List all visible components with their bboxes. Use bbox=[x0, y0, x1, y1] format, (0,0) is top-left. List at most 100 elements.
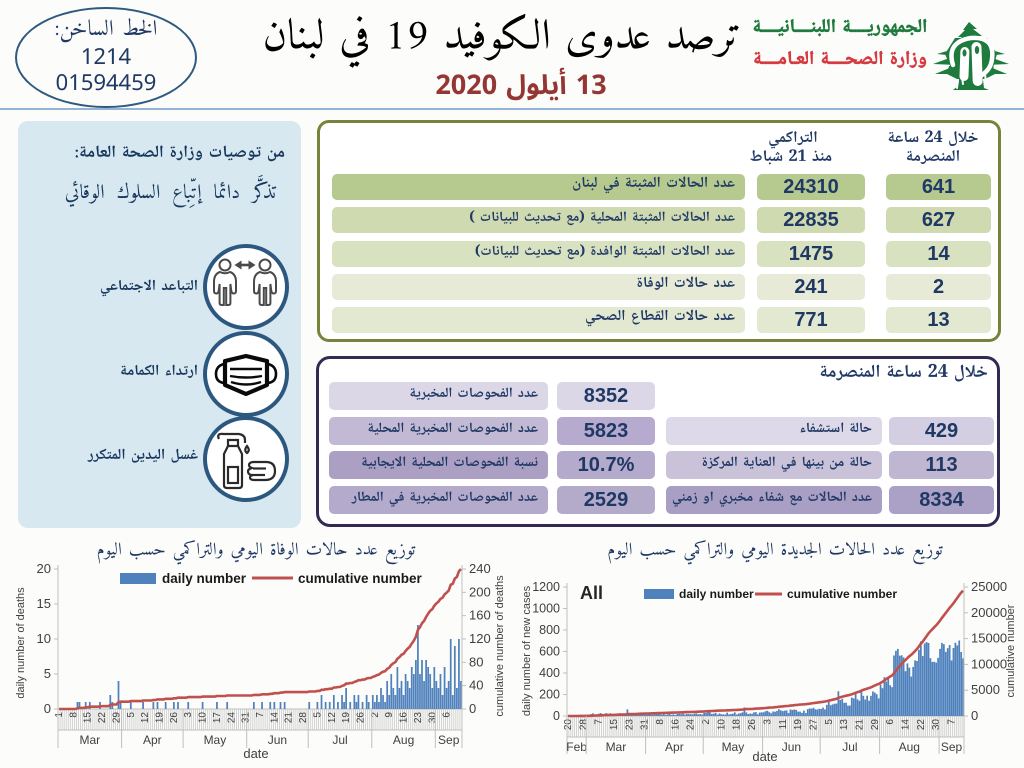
svg-text:1200: 1200 bbox=[532, 580, 560, 594]
svg-text:800: 800 bbox=[539, 623, 560, 637]
svg-text:80: 80 bbox=[469, 654, 483, 669]
svg-text:16: 16 bbox=[670, 719, 681, 731]
svg-text:Mar: Mar bbox=[79, 733, 100, 747]
svg-text:28: 28 bbox=[298, 712, 309, 724]
svg-text:24: 24 bbox=[226, 712, 237, 724]
svg-text:20000: 20000 bbox=[971, 605, 1007, 620]
svg-text:1000: 1000 bbox=[532, 602, 560, 616]
svg-text:daily number: daily number bbox=[162, 571, 247, 586]
svg-text:3: 3 bbox=[183, 712, 194, 718]
svg-text:cumulative number: cumulative number bbox=[1005, 604, 1017, 697]
svg-text:10000: 10000 bbox=[971, 656, 1007, 671]
svg-text:cumulative number: cumulative number bbox=[298, 571, 423, 586]
svg-text:Apr: Apr bbox=[143, 733, 162, 747]
svg-text:120: 120 bbox=[469, 631, 491, 646]
svg-text:May: May bbox=[722, 740, 745, 754]
svg-text:6: 6 bbox=[885, 719, 896, 725]
svg-text:600: 600 bbox=[539, 645, 560, 659]
svg-text:0: 0 bbox=[971, 708, 978, 723]
svg-text:3: 3 bbox=[762, 719, 773, 725]
svg-text:15: 15 bbox=[609, 719, 620, 731]
svg-text:21: 21 bbox=[284, 712, 295, 724]
svg-text:7: 7 bbox=[255, 712, 266, 718]
svg-text:Jul: Jul bbox=[842, 740, 857, 754]
svg-text:160: 160 bbox=[469, 608, 491, 623]
svg-text:11: 11 bbox=[778, 719, 789, 730]
svg-text:5: 5 bbox=[824, 719, 835, 725]
svg-text:10: 10 bbox=[716, 719, 727, 731]
svg-text:13: 13 bbox=[839, 719, 850, 731]
svg-text:All: All bbox=[580, 583, 603, 603]
svg-text:Sep: Sep bbox=[438, 733, 460, 747]
svg-text:12: 12 bbox=[140, 712, 151, 724]
svg-text:15000: 15000 bbox=[971, 631, 1007, 646]
svg-text:30: 30 bbox=[427, 712, 438, 724]
svg-text:May: May bbox=[204, 733, 227, 747]
svg-text:Jul: Jul bbox=[332, 733, 347, 747]
svg-text:29: 29 bbox=[870, 719, 881, 731]
svg-text:Jun: Jun bbox=[782, 740, 801, 754]
svg-text:10: 10 bbox=[198, 712, 209, 724]
svg-text:40: 40 bbox=[469, 678, 483, 693]
svg-text:12: 12 bbox=[327, 712, 338, 724]
svg-text:23: 23 bbox=[624, 719, 635, 731]
svg-text:daily number of new cases: daily number of new cases bbox=[521, 585, 533, 716]
svg-text:10: 10 bbox=[37, 631, 51, 646]
svg-text:9: 9 bbox=[384, 712, 395, 718]
svg-text:240: 240 bbox=[469, 561, 491, 576]
svg-text:30: 30 bbox=[931, 719, 942, 731]
svg-text:7: 7 bbox=[594, 719, 605, 725]
svg-text:5000: 5000 bbox=[971, 682, 1000, 697]
svg-text:Jun: Jun bbox=[268, 733, 287, 747]
svg-text:17: 17 bbox=[212, 712, 223, 724]
svg-text:0: 0 bbox=[469, 701, 476, 716]
svg-text:26: 26 bbox=[356, 712, 367, 724]
svg-text:31: 31 bbox=[241, 712, 252, 724]
svg-text:19: 19 bbox=[341, 712, 352, 724]
svg-text:28: 28 bbox=[578, 719, 589, 731]
svg-text:Aug: Aug bbox=[899, 740, 920, 754]
svg-text:29: 29 bbox=[111, 712, 122, 724]
svg-text:18: 18 bbox=[732, 719, 743, 731]
svg-text:19: 19 bbox=[793, 719, 804, 731]
svg-text:200: 200 bbox=[469, 584, 491, 599]
svg-text:1: 1 bbox=[54, 712, 65, 718]
svg-text:25000: 25000 bbox=[971, 579, 1007, 594]
svg-text:cumulative number of deaths: cumulative number of deaths bbox=[494, 575, 506, 717]
svg-text:20: 20 bbox=[563, 719, 574, 731]
svg-text:22: 22 bbox=[97, 712, 108, 724]
svg-text:7: 7 bbox=[947, 719, 958, 725]
svg-text:400: 400 bbox=[539, 666, 560, 680]
svg-text:5: 5 bbox=[44, 666, 51, 681]
svg-text:24: 24 bbox=[686, 719, 697, 731]
svg-text:Apr: Apr bbox=[665, 740, 684, 754]
svg-text:19: 19 bbox=[155, 712, 166, 724]
svg-text:22: 22 bbox=[916, 719, 927, 731]
svg-text:daily number of deaths: daily number of deaths bbox=[15, 587, 27, 699]
svg-text:date: date bbox=[243, 746, 268, 761]
svg-text:15: 15 bbox=[83, 712, 94, 724]
svg-text:2: 2 bbox=[370, 712, 381, 718]
svg-text:15: 15 bbox=[37, 596, 51, 611]
svg-text:6: 6 bbox=[442, 712, 453, 718]
svg-text:16: 16 bbox=[399, 712, 410, 724]
svg-text:20: 20 bbox=[37, 561, 51, 576]
svg-text:0: 0 bbox=[44, 701, 51, 716]
svg-text:8: 8 bbox=[655, 719, 666, 725]
svg-text:Sep: Sep bbox=[941, 740, 963, 754]
svg-text:26: 26 bbox=[169, 712, 180, 724]
svg-text:0: 0 bbox=[553, 709, 560, 723]
svg-text:Aug: Aug bbox=[393, 733, 414, 747]
svg-text:26: 26 bbox=[747, 719, 758, 731]
svg-text:23: 23 bbox=[413, 712, 424, 724]
svg-text:date: date bbox=[752, 749, 777, 764]
svg-text:5: 5 bbox=[312, 712, 323, 718]
svg-text:14: 14 bbox=[269, 712, 280, 724]
svg-text:14: 14 bbox=[901, 719, 912, 731]
svg-text:21: 21 bbox=[855, 719, 866, 731]
svg-text:Mar: Mar bbox=[606, 740, 627, 754]
svg-text:27: 27 bbox=[808, 719, 819, 731]
svg-text:Feb: Feb bbox=[566, 740, 587, 754]
svg-text:8: 8 bbox=[68, 712, 79, 718]
svg-text:200: 200 bbox=[539, 688, 560, 702]
